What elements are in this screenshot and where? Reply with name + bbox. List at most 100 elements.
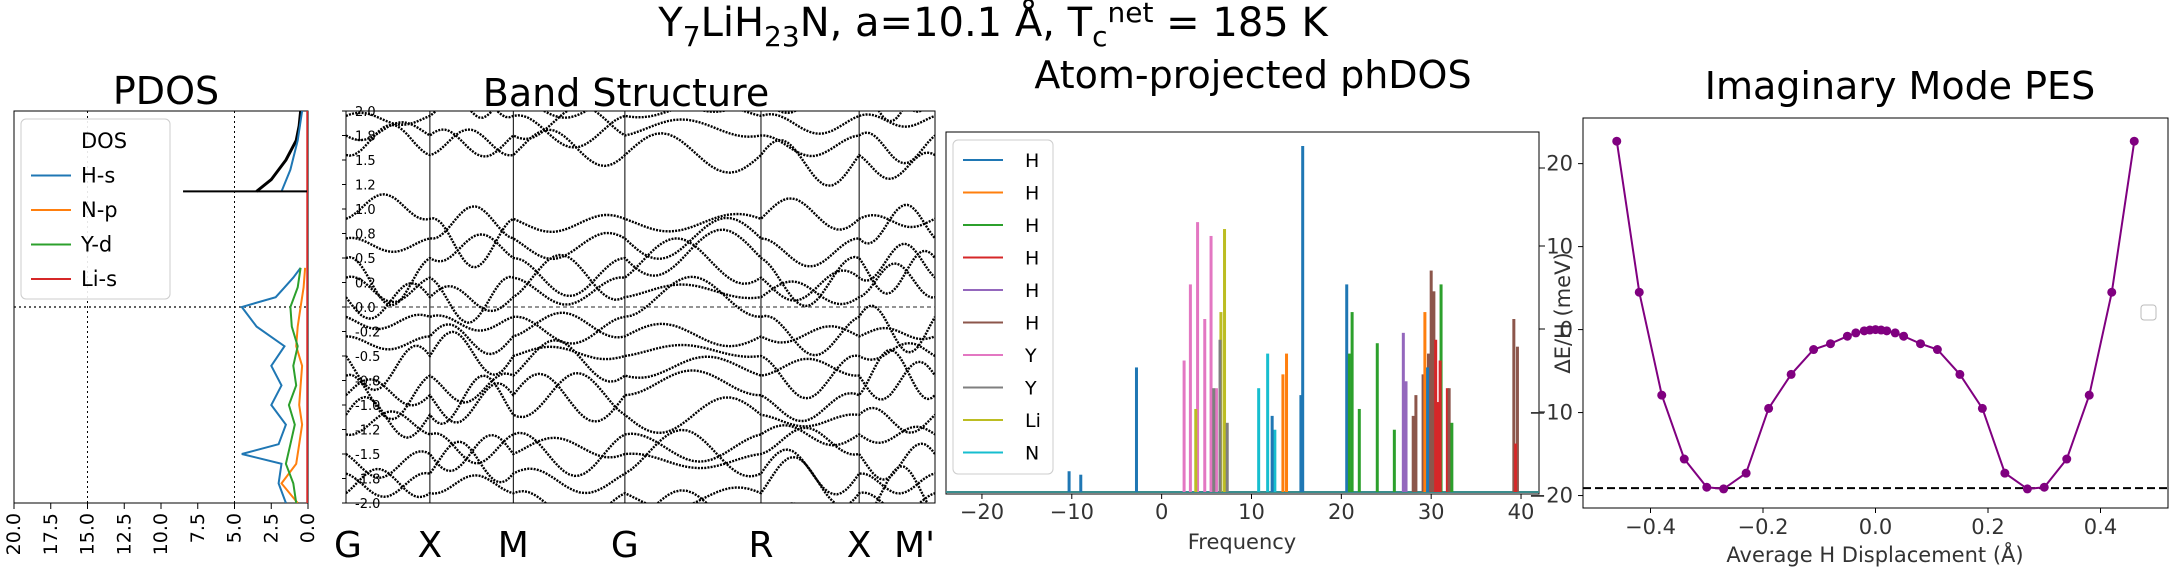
band-line	[346, 371, 935, 439]
bands-ytick-label: 0.2	[355, 277, 376, 292]
band-line	[346, 348, 935, 424]
kpoint-label: R	[748, 525, 773, 566]
bands-ytick-label: 2.0	[355, 105, 376, 120]
bands-ytick-label: -0.8	[355, 375, 380, 390]
phdos-peak-bar	[1357, 408, 1361, 492]
phdos-peak-bar	[1273, 429, 1277, 492]
phdos-peak-bar	[1301, 146, 1305, 492]
suptitle-part-3: 23	[764, 20, 800, 53]
pes-point	[1719, 484, 1729, 494]
pdos-legend-label: N-p	[81, 198, 118, 222]
phdos-peak-bar	[1270, 415, 1274, 492]
kpoint-label: M	[498, 525, 529, 566]
suptitle-part-5: c	[1092, 20, 1107, 53]
kpoint-label: X	[847, 525, 872, 566]
phdos-peak-bar	[1350, 312, 1354, 492]
band-line	[346, 253, 935, 320]
band-line	[346, 330, 935, 400]
pes-point	[2062, 454, 2072, 464]
phdos-xtick-label: 30	[1418, 500, 1445, 524]
pes-point	[2084, 390, 2094, 400]
pes-xtick-label: 0.2	[1971, 515, 2004, 539]
phdos-peak-bar	[1281, 374, 1285, 492]
phdos-peak-bar	[1134, 367, 1138, 492]
phdos-legend-label: Li	[1025, 410, 1041, 432]
phdos-peak-bar	[1203, 319, 1207, 492]
pes-point	[1786, 369, 1796, 379]
phdos-peak-bar	[1411, 415, 1415, 492]
pes-point	[1741, 468, 1751, 478]
pes-point	[1657, 390, 1667, 400]
phdos-peak-bar	[1188, 284, 1192, 492]
phdos-xlabel: Frequency	[1188, 530, 1297, 554]
bands-ytick-label: 0.8	[355, 228, 376, 243]
phdos-xtick-label: 20	[1328, 500, 1355, 524]
phdos-peak-bar	[1209, 235, 1213, 492]
band-line	[346, 193, 935, 269]
phdos-peak-bar	[1079, 474, 1083, 492]
pdos-legend: DOS H-s N-p Y-d Li-s	[20, 118, 171, 300]
pes-point	[1916, 339, 1925, 349]
phdos-peak-bar	[1434, 339, 1438, 492]
pes-ytick-label: −20	[1529, 484, 1573, 508]
bands-ytick-label: -0.2	[355, 326, 380, 341]
pdos-xtick-label: 10.0	[150, 513, 172, 555]
suptitle-part-1: 7	[683, 20, 701, 53]
phdos-peak-bar	[1514, 443, 1518, 492]
phdos-peak-bar	[1196, 222, 1200, 492]
phdos-peak-bar	[1375, 343, 1379, 492]
phdos-peak-bar	[1218, 339, 1222, 492]
pdos-line-hs-upper	[280, 111, 304, 192]
pes-ytick-label: 0	[1560, 318, 1573, 342]
pes-point	[1882, 326, 1892, 336]
pes-point	[1890, 328, 1900, 338]
pes-point	[2039, 482, 2049, 492]
suptitle-part-2: LiH	[701, 0, 764, 46]
phdos-peak-bar	[1392, 429, 1396, 492]
phdos-peak-bar	[1347, 353, 1351, 492]
pes-ytick-label: −10	[1529, 401, 1573, 425]
pes-point	[1851, 328, 1861, 338]
phdos-peak-bar	[1421, 374, 1425, 492]
phdos-peak-bar	[1423, 312, 1427, 492]
pes-point	[1932, 345, 1942, 355]
bands-ytick-label: -1.8	[355, 473, 380, 488]
phdos-peak-bar	[1214, 388, 1218, 492]
phdos-axes-frame	[945, 131, 1540, 495]
phdos-peak-bar	[1285, 353, 1289, 492]
pes-point	[1977, 403, 1987, 413]
pdos-legend-label: Y-d	[80, 233, 112, 257]
pes-point	[1612, 136, 1622, 146]
phdos-legend-label: H	[1025, 183, 1039, 205]
pdos-line-n-p	[280, 267, 307, 503]
figure-suptitle: Y7LiH23N, a=10.1 Å, Tcnet = 185 K	[657, 0, 1329, 53]
phdos-legend-label: H	[1025, 150, 1039, 172]
band-line	[346, 410, 935, 478]
bands-ytick-label: -2.0	[355, 497, 380, 512]
suptitle-part-7: = 185 K	[1153, 0, 1329, 46]
pes-point	[2000, 468, 2010, 478]
phdos-legend-label: H	[1025, 215, 1039, 237]
pes-xtick-label: −0.4	[1625, 515, 1676, 539]
phdos-peak-bar	[1194, 408, 1198, 492]
pes-ytick-label: 10	[1546, 235, 1573, 259]
band-line	[346, 228, 935, 308]
phdos-peak-bar	[1432, 291, 1436, 492]
kpoint-label: G	[334, 525, 362, 566]
pdos-title: PDOS	[113, 69, 219, 113]
pes-ylabel: ΔE/H (meV)	[1551, 252, 1575, 373]
phdos-peak-bar	[1445, 388, 1449, 492]
bands-ytick-label: -1.5	[355, 448, 380, 463]
pes-curve	[1615, 141, 2136, 490]
phdos-peak-bar	[1512, 319, 1516, 492]
kpoint-label: M'	[894, 525, 935, 566]
phdos-legend-label: H	[1025, 280, 1039, 302]
phdos-peak-bar	[1414, 395, 1418, 492]
pes-panel: Imaginary Mode PES Average H Displacemen…	[1529, 64, 2169, 567]
pes-point	[1679, 454, 1689, 464]
phdos-peak-bar	[1438, 360, 1442, 492]
pes-point	[1764, 403, 1774, 413]
phdos-peak-bar	[1429, 270, 1433, 492]
